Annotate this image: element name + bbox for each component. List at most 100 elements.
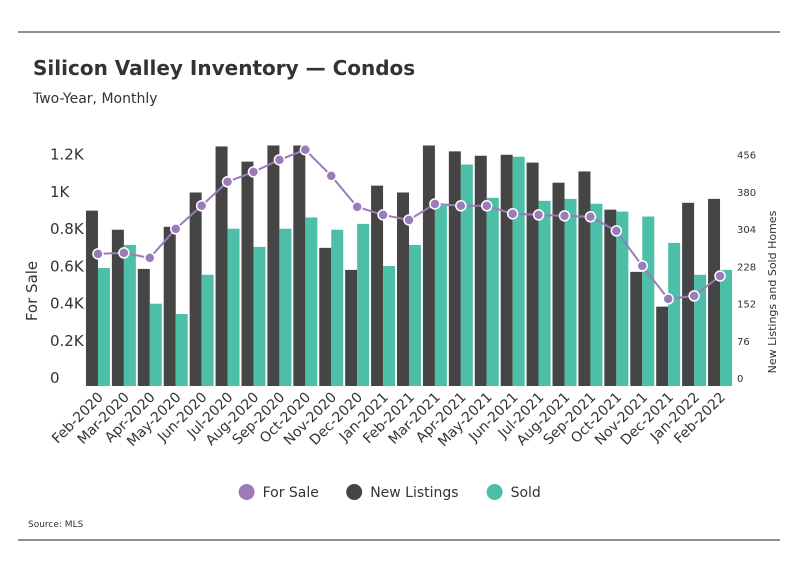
point: [325, 170, 337, 182]
bar: [345, 269, 358, 386]
chart-title: Silicon Valley Inventory — Condos: [33, 56, 415, 80]
y-tick-label: 1.2K: [50, 146, 85, 164]
point: [688, 290, 700, 302]
point: [584, 211, 597, 223]
bar: [434, 205, 447, 386]
bar: [383, 265, 396, 386]
point: [403, 214, 415, 226]
legend-marker: [238, 484, 255, 500]
point: [714, 270, 726, 282]
y-tick-label: 0.2K: [50, 332, 85, 350]
legend-label: Sold: [511, 485, 541, 501]
bar: [720, 269, 733, 386]
bar: [137, 268, 150, 386]
y2-tick-label: 152: [737, 300, 756, 311]
bar: [708, 198, 721, 386]
point: [610, 225, 623, 237]
point: [247, 166, 260, 178]
point: [118, 247, 130, 259]
y-tick-label: 0.6K: [50, 257, 85, 275]
legend-label: For Sale: [263, 485, 319, 501]
point: [273, 154, 286, 166]
bar: [215, 146, 228, 386]
y-axis-title: For Sale: [23, 261, 41, 321]
bar: [163, 226, 176, 386]
point: [532, 209, 545, 221]
y-tick-label: 0.8K: [50, 220, 85, 238]
y2-axis-title: New Listings and Sold Homes: [766, 210, 779, 373]
bar: [682, 202, 695, 386]
point: [506, 208, 519, 220]
y-tick-label: 0.4K: [50, 295, 85, 313]
legend-label: New Listings: [370, 485, 458, 501]
bar: [409, 244, 421, 386]
point: [299, 144, 312, 156]
bar: [590, 203, 603, 386]
point: [144, 252, 156, 264]
bar: [642, 216, 655, 386]
bar: [293, 145, 306, 386]
bar: [694, 274, 707, 386]
bar: [357, 223, 370, 386]
bar: [604, 209, 617, 386]
bar: [512, 156, 525, 386]
point: [429, 198, 441, 210]
bar: [279, 228, 292, 386]
bar: [149, 303, 162, 386]
bar: [111, 229, 124, 386]
bar: [253, 246, 266, 386]
point: [169, 223, 182, 235]
y2-tick-label: 0: [737, 374, 743, 385]
bar: [85, 210, 98, 386]
bar: [123, 244, 136, 386]
bar: [201, 274, 214, 386]
y2-tick-label: 304: [737, 225, 756, 236]
y-tick-label: 0: [50, 369, 60, 387]
bar: [538, 200, 551, 386]
point: [351, 201, 363, 213]
point: [481, 200, 493, 212]
legend-marker: [486, 484, 503, 500]
bar: [552, 182, 565, 386]
point: [636, 260, 649, 272]
y2-tick-label: 456: [737, 151, 756, 162]
bar: [656, 306, 669, 386]
bar: [267, 145, 280, 386]
bar: [305, 217, 318, 386]
bar: [241, 161, 254, 386]
bar: [448, 151, 461, 386]
bar: [319, 247, 332, 386]
point: [92, 248, 104, 260]
bar: [397, 192, 409, 386]
chart-subtitle: Two-Year, Monthly: [32, 91, 158, 107]
point: [558, 210, 571, 222]
point: [377, 209, 389, 221]
bar: [97, 267, 110, 386]
bar: [668, 242, 681, 386]
bar: [460, 164, 473, 386]
bar: [227, 228, 240, 386]
y-tick-label: 1K: [50, 183, 71, 201]
bar: [616, 211, 629, 386]
y2-tick-label: 76: [737, 337, 750, 348]
y2-tick-label: 228: [737, 262, 756, 273]
bar: [422, 145, 435, 386]
bar: [175, 313, 188, 386]
bar: [564, 198, 577, 386]
point: [195, 200, 208, 212]
point: [455, 200, 467, 212]
bar: [578, 171, 591, 386]
point: [662, 293, 674, 305]
bar: [189, 192, 202, 386]
y2-tick-label: 380: [737, 188, 756, 199]
bar: [500, 154, 513, 386]
bar: [486, 197, 499, 386]
point: [221, 176, 234, 188]
bar: [371, 185, 384, 386]
bar: [526, 162, 539, 386]
source-note: Source: MLS: [28, 520, 84, 530]
bar: [630, 271, 643, 386]
bar: [474, 155, 487, 386]
bar: [331, 229, 344, 386]
